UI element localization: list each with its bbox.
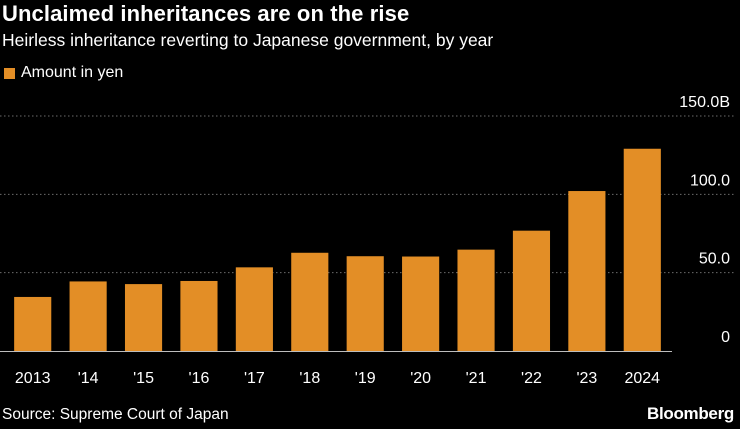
chart-title: Unclaimed inheritances are on the rise: [2, 1, 410, 26]
y-tick-label: 0: [721, 329, 730, 346]
y-tick-label: 100.0: [690, 172, 730, 189]
bar: [14, 296, 52, 351]
x-tick-label: '17: [244, 370, 265, 387]
y-tick-label: 50.0: [699, 251, 730, 268]
bar: [124, 284, 163, 351]
x-tick-label: '20: [410, 370, 431, 387]
x-tick-label: '19: [355, 370, 376, 387]
x-tick-label: '18: [299, 370, 320, 387]
bloomberg-logo: Bloomberg: [646, 404, 734, 423]
bar: [180, 280, 218, 351]
x-tick-label: '21: [466, 370, 487, 387]
bar: [568, 191, 606, 351]
bar: [69, 281, 107, 351]
y-tick-label: 150.0B: [679, 94, 730, 111]
bar: [457, 249, 495, 351]
x-tick-label: '15: [133, 370, 154, 387]
bar: [235, 267, 273, 351]
source-note: Source: Supreme Court of Japan: [2, 406, 229, 423]
legend-swatch: [4, 67, 15, 79]
x-tick-label: '23: [576, 370, 597, 387]
legend: Amount in yen: [4, 64, 123, 82]
x-tick-label: '14: [78, 370, 99, 387]
bar: [402, 256, 440, 351]
x-tick-label: '16: [189, 370, 210, 387]
legend-label: Amount in yen: [21, 64, 124, 81]
bar: [512, 230, 551, 351]
x-tick-label: '22: [521, 370, 542, 387]
bar: [623, 148, 661, 351]
chart-subtitle: Heirless inheritance reverting to Japane…: [2, 30, 494, 50]
bar-chart: 0 50.0 100.0 150.0B 2013 '14 '15 '16 '17 '18 '19 '2…: [0, 94, 735, 387]
bar: [346, 256, 384, 351]
x-tick-label: 2013: [15, 370, 51, 387]
bar: [291, 252, 329, 351]
x-tick-label: 2024: [624, 370, 660, 387]
